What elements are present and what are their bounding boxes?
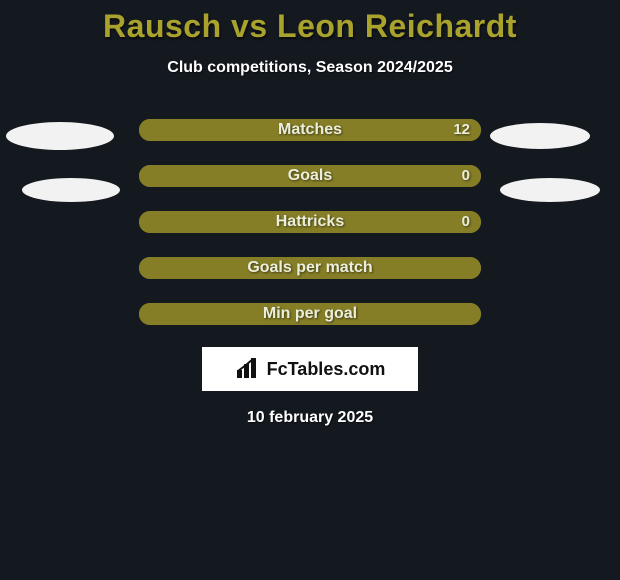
date-text: 10 february 2025 <box>0 409 620 427</box>
stat-value-right: 12 <box>453 119 470 141</box>
subtitle: Club competitions, Season 2024/2025 <box>0 59 620 77</box>
stat-row: Min per goal <box>0 303 620 325</box>
stat-label: Goals per match <box>139 257 481 279</box>
page-title: Rausch vs Leon Reichardt <box>0 0 620 45</box>
stat-label: Min per goal <box>139 303 481 325</box>
stat-label: Hattricks <box>139 211 481 233</box>
avatar-placeholder <box>22 178 120 202</box>
stat-label: Matches <box>139 119 481 141</box>
brand-text: FcTables.com <box>267 359 386 380</box>
stat-row: Goals per match <box>0 257 620 279</box>
avatar-placeholder <box>490 123 590 149</box>
stat-label: Goals <box>139 165 481 187</box>
stat-value-right: 0 <box>462 165 470 187</box>
bars-icon <box>235 358 263 380</box>
stat-row: Hattricks0 <box>0 211 620 233</box>
stats-container: Matches12Goals0Hattricks0Goals per match… <box>0 119 620 325</box>
brand-logo: FcTables.com <box>202 347 418 391</box>
avatar-placeholder <box>6 122 114 150</box>
avatar-placeholder <box>500 178 600 202</box>
stat-value-right: 0 <box>462 211 470 233</box>
